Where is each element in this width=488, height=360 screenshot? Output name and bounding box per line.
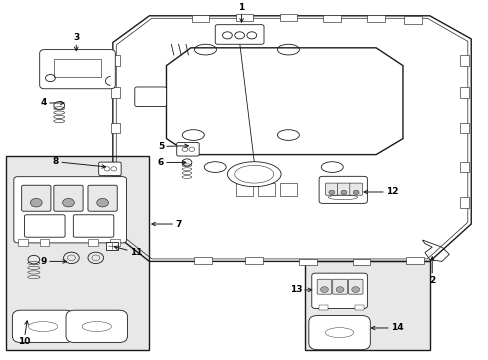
- Text: 11: 11: [114, 246, 142, 257]
- Bar: [257, 183, 275, 195]
- Bar: [111, 55, 120, 66]
- Bar: [111, 165, 120, 176]
- FancyBboxPatch shape: [14, 177, 126, 243]
- Bar: [235, 14, 253, 21]
- Bar: [406, 257, 423, 264]
- Text: 6: 6: [158, 158, 185, 167]
- Circle shape: [340, 190, 346, 194]
- Bar: [323, 15, 340, 22]
- FancyBboxPatch shape: [337, 183, 349, 195]
- Bar: [279, 183, 297, 195]
- Text: 7: 7: [152, 220, 181, 229]
- Bar: [245, 257, 263, 264]
- Bar: [111, 87, 120, 98]
- Text: 13: 13: [289, 285, 311, 294]
- FancyBboxPatch shape: [308, 315, 369, 350]
- Bar: [354, 305, 363, 310]
- Text: 14: 14: [370, 324, 403, 333]
- FancyBboxPatch shape: [317, 279, 331, 294]
- Bar: [459, 55, 468, 66]
- Bar: [459, 122, 468, 133]
- Text: 9: 9: [41, 257, 66, 266]
- FancyBboxPatch shape: [99, 162, 121, 176]
- Bar: [299, 258, 316, 265]
- Bar: [191, 15, 209, 22]
- FancyBboxPatch shape: [73, 215, 114, 237]
- Circle shape: [62, 198, 74, 207]
- FancyBboxPatch shape: [349, 183, 362, 195]
- Bar: [235, 183, 253, 195]
- FancyBboxPatch shape: [347, 279, 362, 294]
- Bar: [194, 257, 211, 264]
- FancyBboxPatch shape: [66, 310, 127, 343]
- Bar: [111, 122, 120, 133]
- Bar: [279, 14, 297, 21]
- Circle shape: [30, 198, 42, 207]
- FancyBboxPatch shape: [215, 25, 264, 44]
- Bar: [106, 242, 118, 250]
- FancyBboxPatch shape: [176, 143, 199, 156]
- Ellipse shape: [234, 165, 273, 183]
- FancyBboxPatch shape: [21, 185, 51, 211]
- Bar: [88, 239, 98, 247]
- Bar: [366, 15, 384, 22]
- Bar: [305, 261, 429, 350]
- Text: 4: 4: [41, 99, 64, 108]
- FancyBboxPatch shape: [319, 176, 366, 203]
- Text: 2: 2: [428, 257, 434, 285]
- Circle shape: [351, 287, 359, 292]
- Circle shape: [320, 287, 328, 292]
- Text: 3: 3: [73, 33, 79, 51]
- Bar: [459, 87, 468, 98]
- FancyBboxPatch shape: [332, 279, 346, 294]
- FancyBboxPatch shape: [12, 310, 74, 343]
- FancyBboxPatch shape: [311, 273, 366, 309]
- Ellipse shape: [227, 162, 281, 186]
- Bar: [403, 17, 421, 24]
- FancyBboxPatch shape: [135, 87, 166, 107]
- Text: 8: 8: [53, 157, 105, 168]
- Circle shape: [97, 198, 108, 207]
- Bar: [54, 59, 101, 77]
- Text: 10: 10: [18, 321, 30, 346]
- FancyBboxPatch shape: [40, 50, 115, 89]
- FancyBboxPatch shape: [54, 185, 83, 211]
- Bar: [5, 156, 149, 350]
- Text: 1: 1: [238, 3, 244, 22]
- FancyBboxPatch shape: [88, 185, 117, 211]
- Text: 12: 12: [363, 188, 398, 197]
- Bar: [319, 305, 327, 310]
- Text: 5: 5: [158, 142, 188, 151]
- FancyBboxPatch shape: [24, 215, 65, 237]
- Bar: [459, 162, 468, 172]
- Circle shape: [335, 287, 343, 292]
- Bar: [18, 239, 27, 247]
- Bar: [352, 258, 369, 265]
- Bar: [110, 239, 120, 247]
- Bar: [40, 239, 49, 247]
- Circle shape: [328, 190, 334, 194]
- Circle shape: [352, 190, 358, 194]
- Bar: [111, 201, 120, 212]
- FancyBboxPatch shape: [325, 183, 337, 195]
- Bar: [459, 197, 468, 208]
